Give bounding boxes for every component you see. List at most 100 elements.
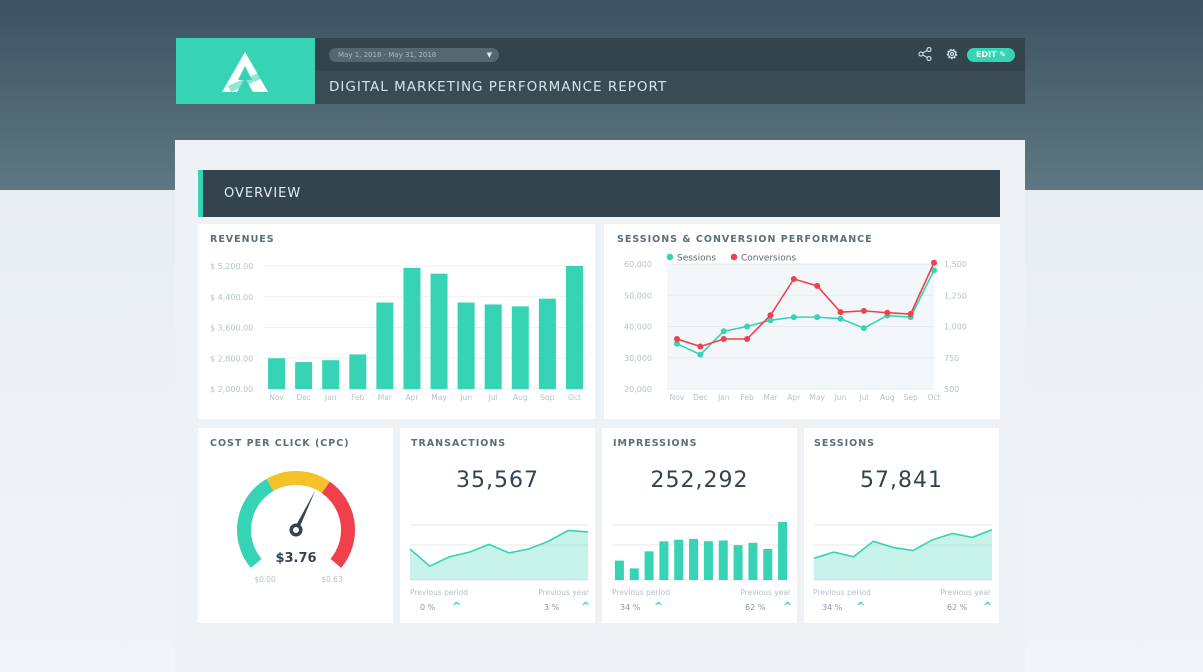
impressions-bar — [629, 568, 639, 580]
prev-year-label: Previous year — [940, 588, 991, 597]
x-tick-label: Apr — [787, 393, 801, 402]
gauge-max-label: $0.63 — [321, 575, 343, 584]
revenue-bar — [457, 302, 475, 389]
x-tick-label: Sep — [540, 393, 554, 402]
sparkline-line — [409, 529, 589, 567]
kpi-value: 35,567 — [456, 468, 539, 493]
sessions-conversion-card: SESSIONS & CONVERSION PERFORMANCE 60,000… — [604, 224, 1000, 419]
revenue-bar — [349, 354, 367, 389]
revenue-bar — [268, 358, 286, 389]
revenue-bar — [511, 306, 529, 389]
x-tick-label: Nov — [670, 393, 685, 402]
x-tick-label: Jul — [488, 393, 498, 402]
prev-year-value: 62 % — [947, 603, 968, 612]
y-right-tick-label: 1,250 — [944, 291, 967, 300]
revenue-bar — [295, 362, 313, 389]
impressions-bar — [718, 540, 728, 580]
legend-label: Sessions — [677, 254, 716, 264]
card-title: SESSIONS & CONVERSION PERFORMANCE — [617, 234, 873, 245]
prev-year-value: 62 % — [745, 603, 766, 612]
prev-period-value: 0 % — [420, 603, 436, 612]
prev-period-label: Previous period — [612, 588, 670, 597]
y-right-tick-label: 1,500 — [944, 260, 967, 269]
impressions-bar — [689, 538, 699, 580]
arrow-up-icon: ^ — [654, 600, 664, 613]
sparkline-area — [814, 529, 992, 580]
arrow-up-icon: ^ — [452, 600, 462, 613]
sparkline-line — [813, 528, 993, 560]
prev-year-label: Previous year — [740, 588, 791, 597]
series-point-sessions — [837, 315, 844, 322]
gauge-value: $3.76 — [275, 551, 316, 566]
x-tick-label: May — [431, 393, 447, 402]
revenue-bar — [403, 267, 421, 389]
y-left-tick-label: 20,000 — [624, 385, 652, 394]
gauge-needle — [294, 490, 316, 531]
card-title: TRANSACTIONS — [411, 438, 507, 449]
revenue-bar — [430, 273, 448, 389]
x-tick-label: Mar — [763, 393, 778, 402]
date-range-text: May 1, 2018 - May 31, 2018 — [338, 51, 437, 59]
x-tick-label: Nov — [269, 393, 284, 402]
series-point-sessions — [697, 351, 704, 358]
y-right-tick-label: 750 — [944, 354, 959, 363]
y-left-tick-label: 30,000 — [624, 354, 652, 363]
legend-marker — [730, 253, 738, 261]
revenue-bar — [538, 298, 556, 389]
y-right-tick-label: 1,000 — [944, 323, 967, 332]
arrow-up-icon: ^ — [783, 600, 793, 613]
cpc-card: COST PER CLICK (CPC) $3.76 $0.00 $0.63 — [198, 428, 393, 623]
series-point-conversions — [674, 336, 680, 342]
series-point-conversions — [907, 311, 914, 317]
brand-logo[interactable] — [176, 38, 315, 104]
y-tick-label: $ 4,400.00 — [210, 293, 253, 302]
x-tick-label: Oct — [928, 393, 941, 402]
x-tick-label: Jan — [324, 393, 337, 402]
impressions-bar — [614, 560, 624, 580]
kpi-value: 252,292 — [650, 468, 749, 493]
prev-year-value: 3 % — [544, 603, 560, 612]
series-point-sessions — [931, 267, 937, 274]
section-header: OVERVIEW — [198, 170, 1000, 217]
legend-marker — [666, 253, 674, 261]
sessions-conversion-chart: 60,000 1,500 50,000 1,250 40,000 1,000 30,000 7… — [624, 253, 967, 403]
series-point-sessions — [674, 340, 680, 347]
series-point-sessions — [767, 317, 774, 324]
y-tick-label: $ 5,200.00 — [210, 262, 253, 271]
gauge-segment-low — [237, 478, 274, 568]
revenue-bar — [565, 266, 583, 389]
gauge-min-label: $0.00 — [254, 575, 276, 584]
edit-button[interactable]: EDIT ✎ — [967, 48, 1015, 62]
y-tick-label: $ 3,600.00 — [210, 324, 253, 333]
x-tick-label: Feb — [740, 393, 754, 402]
series-point-conversions — [837, 309, 844, 316]
impressions-bars — [612, 521, 790, 581]
arrow-up-icon: ^ — [856, 600, 866, 613]
y-right-tick-label: 500 — [944, 385, 959, 394]
prev-period-label: Previous period — [410, 588, 468, 597]
report-header: May 1, 2018 - May 31, 2018 ▼ DIGITAL MAR… — [176, 38, 1025, 104]
y-left-tick-label: 40,000 — [624, 323, 652, 332]
x-tick-label: Jan — [717, 393, 730, 402]
share-icon[interactable] — [918, 47, 932, 61]
card-title: IMPRESSIONS — [613, 438, 698, 449]
date-range-select[interactable]: May 1, 2018 - May 31, 2018 ▼ — [329, 48, 499, 62]
logo-icon — [222, 52, 268, 92]
series-point-conversions — [790, 276, 797, 282]
revenue-bar — [322, 360, 340, 389]
transactions-card: TRANSACTIONS 35,567 Previous period Prev… — [400, 428, 595, 623]
legend-label: Conversions — [741, 254, 796, 264]
transactions-sparkline — [409, 524, 589, 581]
revenue-bar — [376, 302, 394, 389]
series-point-sessions — [744, 323, 751, 330]
series-point-conversions — [884, 309, 891, 316]
gauge-hub-center — [293, 527, 299, 533]
gear-icon[interactable] — [945, 47, 959, 61]
revenues-card: REVENUES $ 5,200.00 $ 4,400.00 $ 3,600.00 $… — [198, 224, 595, 419]
chevron-down-icon: ▼ — [486, 51, 492, 59]
card-title: COST PER CLICK (CPC) — [210, 438, 350, 449]
x-tick-label: Jun — [834, 393, 847, 402]
revenues-chart: $ 5,200.00 $ 4,400.00 $ 3,600.00 $ 2,800.00… — [210, 262, 588, 402]
x-tick-label: Sep — [904, 393, 918, 402]
x-tick-label: Jun — [459, 393, 472, 402]
